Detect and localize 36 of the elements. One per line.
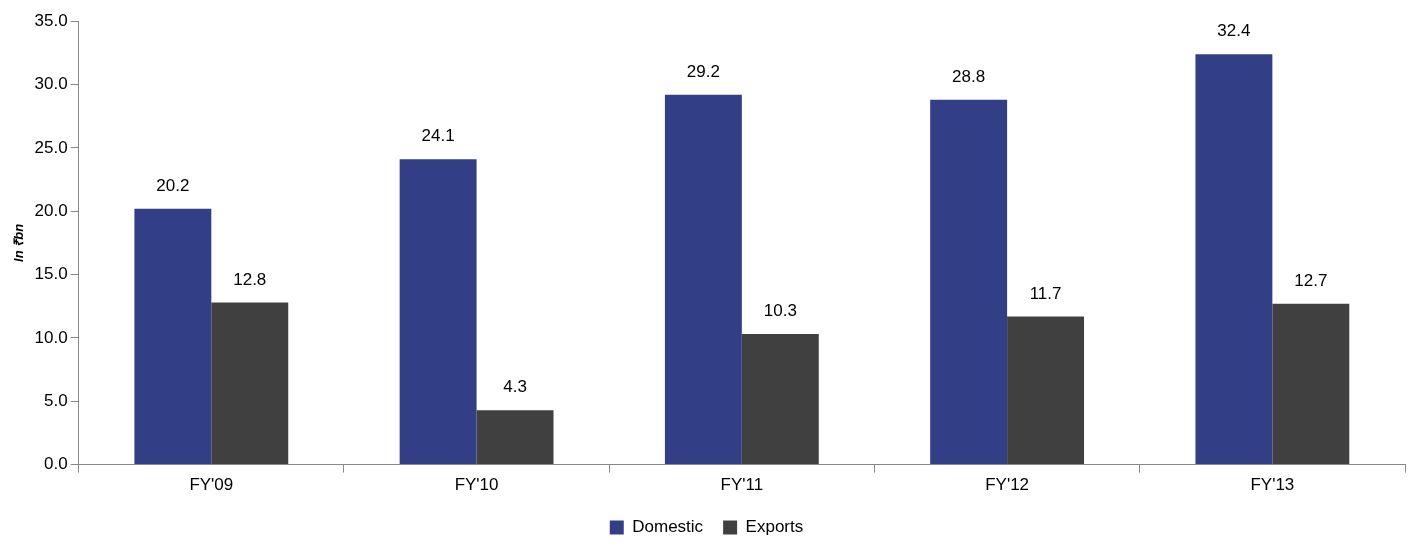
data-label: 29.2	[686, 61, 720, 81]
bar	[1007, 316, 1085, 465]
bar	[741, 334, 819, 465]
data-label: 28.8	[952, 66, 986, 86]
legend-label: Domestic	[632, 517, 704, 537]
y-axis-title: In ₹bn	[11, 223, 27, 262]
y-tick-label: 20.0	[34, 200, 68, 220]
bar	[930, 99, 1008, 465]
bar	[1195, 54, 1273, 465]
y-tick-label: 5.0	[44, 390, 68, 410]
data-label: 12.7	[1294, 270, 1328, 290]
x-tick-label: FY'10	[454, 475, 499, 495]
data-label: 10.3	[763, 301, 797, 321]
bar	[211, 302, 289, 465]
bar	[664, 94, 742, 465]
bar	[1272, 303, 1350, 465]
x-tick-label: FY'13	[1250, 475, 1295, 495]
x-tick-label: FY'09	[189, 475, 234, 495]
y-tick-label: 15.0	[34, 264, 68, 284]
data-label: 32.4	[1217, 21, 1251, 41]
bar	[399, 159, 477, 465]
bar	[476, 410, 554, 465]
y-tick-label: 35.0	[34, 10, 68, 30]
legend-label: Exports	[745, 517, 804, 537]
data-label: 12.8	[233, 269, 267, 289]
data-label: 24.1	[421, 126, 455, 146]
data-label: 4.3	[503, 377, 527, 397]
x-tick-label: FY'12	[985, 475, 1030, 495]
data-label: 11.7	[1029, 283, 1062, 303]
data-label: 20.2	[156, 175, 190, 195]
y-tick-label: 25.0	[34, 137, 68, 157]
bar	[134, 208, 212, 465]
y-tick-label: 30.0	[34, 74, 68, 94]
x-tick-label: FY'11	[720, 475, 764, 495]
y-tick-label: 0.0	[44, 454, 68, 474]
y-tick-label: 10.0	[34, 327, 68, 347]
